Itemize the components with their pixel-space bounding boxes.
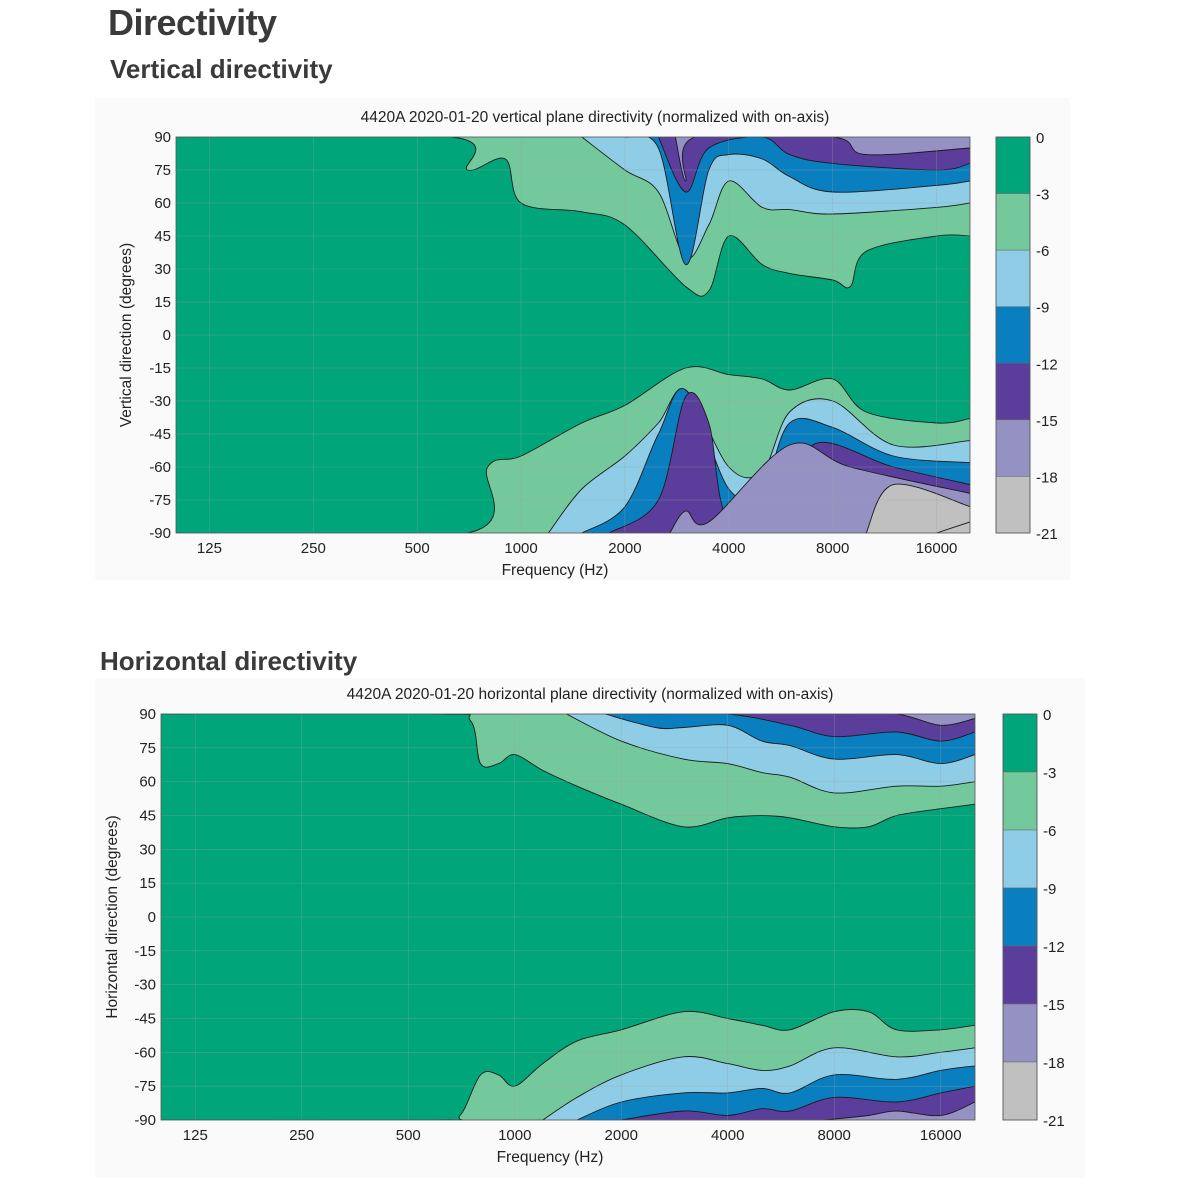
colorbar-frame — [1002, 713, 1038, 1121]
x-tick-label: 4000 — [712, 540, 745, 557]
colorbar-tick-label: -3 — [1043, 765, 1056, 782]
colorbar-segment — [995, 363, 1031, 421]
x-tick-label: 500 — [405, 540, 430, 557]
vertical-section-heading: Vertical directivity — [110, 54, 333, 84]
x-tick-label: 250 — [289, 1127, 314, 1144]
y-tick-label: -75 — [134, 1078, 156, 1095]
chart-title: 4420A 2020-01-20 vertical plane directiv… — [361, 109, 830, 126]
y-tick-label: 30 — [139, 841, 156, 858]
y-tick-label: 45 — [154, 228, 171, 245]
x-tick-label: 2000 — [608, 540, 641, 557]
colorbar-tick-label: -3 — [1036, 187, 1049, 204]
x-tick-label: 4000 — [711, 1127, 744, 1144]
x-axis-label: Frequency (Hz) — [502, 562, 609, 579]
y-tick-label: -60 — [134, 1044, 156, 1061]
colorbar-tick-label: -6 — [1036, 243, 1049, 260]
horizontal-chart-panel: 125 250 500 1000 2000 4000 8000 16000 90 75 60 45 30… — [95, 678, 1085, 1178]
y-tick-label: -45 — [134, 1011, 156, 1028]
contour-layers — [161, 714, 975, 1120]
colorbar-tick-label: 0 — [1036, 130, 1044, 147]
x-tick-label: 1000 — [498, 1127, 531, 1144]
y-tick-label: -30 — [134, 977, 156, 994]
colorbar-tick-label: -12 — [1043, 939, 1065, 956]
y-tick-label: 75 — [139, 740, 156, 757]
contour-region-upper-15db — [833, 714, 975, 726]
y-tick-label: -15 — [149, 360, 171, 377]
x-tick-label: 125 — [197, 540, 222, 557]
x-tick-label: 2000 — [605, 1127, 638, 1144]
colorbar-segment — [1002, 887, 1038, 947]
y-axis-label: Horizontal direction (degrees) — [104, 815, 121, 1018]
colorbar-segment — [1002, 1061, 1038, 1121]
colorbar-tick-label: 0 — [1043, 707, 1051, 724]
colorbar-segment — [995, 306, 1031, 364]
y-tick-label: -45 — [149, 426, 171, 443]
y-tick-label: 45 — [139, 808, 156, 825]
colorbar-segment — [1002, 829, 1038, 889]
colorbar-tick-label: -18 — [1043, 1055, 1065, 1072]
x-tick-label: 250 — [301, 540, 326, 557]
colorbar-segment — [995, 249, 1031, 307]
colorbar-segment — [1002, 1003, 1038, 1063]
x-tick-label: 500 — [396, 1127, 421, 1144]
x-axis-label: Frequency (Hz) — [497, 1149, 604, 1166]
y-tick-label: -30 — [149, 393, 171, 410]
y-tick-label: -60 — [149, 459, 171, 476]
y-axis-label: Vertical direction (degrees) — [118, 243, 135, 427]
contour-region-lower-21db — [936, 521, 970, 533]
colorbar-tick-label: -9 — [1043, 881, 1056, 898]
y-tick-label: 60 — [154, 195, 171, 212]
contour-region-lower-15db — [823, 1101, 975, 1120]
colorbar-segment — [995, 193, 1031, 251]
horizontal-section-heading: Horizontal directivity — [100, 646, 358, 676]
vertical-directivity-chart: 125 250 500 1000 2000 4000 8000 16000 90 75 60 45 30… — [118, 109, 1058, 579]
y-tick-label: 15 — [154, 294, 171, 311]
page-title: Directivity — [108, 2, 277, 43]
x-tick-label: 16000 — [916, 540, 958, 557]
horizontal-directivity-chart: 125 250 500 1000 2000 4000 8000 16000 90 75 60 45 30… — [104, 686, 1065, 1166]
x-tick-label: 8000 — [816, 540, 849, 557]
y-tick-label: 60 — [139, 774, 156, 791]
colorbar-tick-label: -12 — [1036, 356, 1058, 373]
colorbar-segment — [995, 419, 1031, 477]
x-tick-label: 8000 — [818, 1127, 851, 1144]
y-tick-label: 90 — [139, 706, 156, 723]
y-tick-label: 0 — [163, 327, 171, 344]
y-tick-label: 30 — [154, 261, 171, 278]
plot-frame — [175, 136, 971, 534]
colorbar-segment — [995, 476, 1031, 534]
y-tick-label: -90 — [134, 1112, 156, 1129]
y-tick-label: 0 — [148, 909, 156, 926]
colorbar-segment — [995, 136, 1031, 194]
colorbar-segment — [1002, 945, 1038, 1005]
plot-frame — [160, 713, 976, 1121]
x-tick-label: 125 — [183, 1127, 208, 1144]
y-tick-label: 90 — [154, 129, 171, 146]
colorbar-tick-label: -9 — [1036, 300, 1049, 317]
x-tick-label: 16000 — [920, 1127, 962, 1144]
contour-layers — [176, 137, 970, 533]
colorbar-tick-label: -18 — [1036, 469, 1058, 486]
colorbar-frame — [995, 136, 1031, 534]
contour-region-upper-12db — [655, 714, 975, 742]
colorbar-segment — [1002, 713, 1038, 773]
y-tick-label: -90 — [149, 525, 171, 542]
y-tick-label: 75 — [154, 162, 171, 179]
contour-region-upper-15db — [674, 137, 970, 182]
colorbar-tick-label: -6 — [1043, 823, 1056, 840]
vertical-chart-panel: 125 250 500 1000 2000 4000 8000 16000 90 75 60 45 30… — [95, 98, 1070, 580]
contour-region-upper-9db — [624, 137, 970, 266]
colorbar-segment — [1002, 771, 1038, 831]
colorbar-tick-label: -21 — [1043, 1113, 1065, 1130]
colorbar-tick-label: -15 — [1043, 997, 1065, 1014]
y-tick-label: 15 — [139, 875, 156, 892]
colorbar-tick-label: -21 — [1036, 526, 1058, 543]
y-tick-label: -15 — [134, 943, 156, 960]
y-tick-label: -75 — [149, 492, 171, 509]
x-tick-label: 1000 — [504, 540, 537, 557]
chart-title: 4420A 2020-01-20 horizontal plane direct… — [347, 686, 834, 703]
colorbar-tick-label: -15 — [1036, 413, 1058, 430]
